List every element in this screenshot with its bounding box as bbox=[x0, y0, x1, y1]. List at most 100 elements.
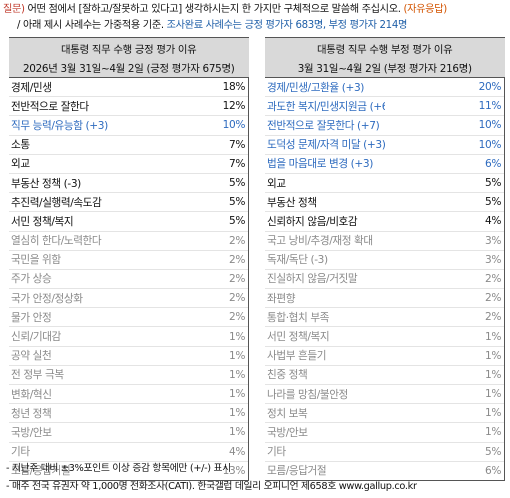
positive-row: 열심히 한다/노력한다 2% bbox=[9, 230, 249, 251]
negative-reason-label: 진실하지 않음/거짓말 bbox=[265, 268, 385, 289]
negative-reason-percent: 1% bbox=[384, 326, 505, 347]
negative-reason-percent: 6% bbox=[384, 153, 505, 174]
positive-reason-label: 기타 bbox=[9, 441, 129, 462]
positive-reason-percent: 13% bbox=[128, 460, 249, 481]
negative-reason-percent: 1% bbox=[384, 364, 505, 385]
positive-row: 변화/혁신 1% bbox=[9, 383, 249, 404]
negative-reason-percent: 3% bbox=[384, 230, 505, 251]
footnote-change: - 지난주 대비 ±3%포인트 이상 증감 항목에만 (+/-) 표시 bbox=[6, 463, 231, 474]
negative-row: 통합·협치 부족 2% bbox=[265, 307, 505, 327]
positive-row: 경제/민생 18% bbox=[9, 77, 249, 97]
negative-reason-percent: 3% bbox=[384, 249, 505, 270]
question-note: (자유응답) bbox=[400, 4, 447, 15]
negative-reason-label: 기타 bbox=[265, 441, 385, 462]
positive-row: 추진력/실행력/속도감 5% bbox=[9, 192, 249, 212]
negative-reason-percent: 5% bbox=[384, 172, 505, 193]
negative-reason-percent: 1% bbox=[384, 383, 505, 404]
positive-row: 청년 정책 1% bbox=[9, 403, 249, 423]
positive-reason-label: 국가 안정/정상화 bbox=[9, 288, 129, 308]
footnote-source: - 매주 전국 유권자 약 1,000명 전화조사(CATI). 한국갤럽 데일… bbox=[6, 481, 417, 492]
positive-reason-label: 물가 안정 bbox=[9, 307, 129, 327]
negative-reason-percent: 10% bbox=[384, 115, 505, 136]
positive-reason-percent: 1% bbox=[128, 326, 249, 347]
positive-reason-percent: 12% bbox=[128, 96, 249, 116]
positive-reason-percent: 10% bbox=[128, 115, 249, 136]
positive-reason-percent: 2% bbox=[128, 288, 249, 308]
positive-reason-label: 외교 bbox=[9, 153, 129, 174]
negative-reason-label: 외교 bbox=[265, 172, 385, 193]
positive-row: 국가 안정/정상화 2% bbox=[9, 288, 249, 308]
negative-reason-percent: 2% bbox=[384, 268, 505, 289]
positive-reason-label: 국방/안보 bbox=[9, 422, 129, 443]
positive-reason-percent: 18% bbox=[128, 77, 249, 97]
positive-row: 공약 실천 1% bbox=[9, 345, 249, 366]
question-body: 어떤 점에서 [잘하고/잘못하고 있다고] 생각하시는지 한 가지만 구체적으로… bbox=[24, 4, 401, 15]
positive-row: 주가 상승 2% bbox=[9, 268, 249, 289]
negative-table-body: 경제/민생/고환율 (+3) 20% 과도한 복지/민생지원금 (+6) 11% 전반적… bbox=[265, 77, 505, 481]
negative-row: 국방/안보 1% bbox=[265, 422, 505, 443]
negative-reason-label: 도덕성 문제/자격 미달 (+3) bbox=[265, 134, 385, 155]
negative-table-title: 대통령 직무 수행 부정 평가 이유 bbox=[265, 37, 505, 58]
negative-reason-label: 사법부 흔들기 bbox=[265, 345, 385, 366]
positive-reason-percent: 2% bbox=[128, 249, 249, 270]
sample-note-highlight: 조사완료 사례수는 긍정 평가자 683명, 부정 평가자 214명 bbox=[166, 20, 408, 31]
positive-reason-percent: 7% bbox=[128, 134, 249, 155]
negative-row: 정치 보복 1% bbox=[265, 403, 505, 423]
negative-reason-label: 좌편향 bbox=[265, 288, 385, 308]
positive-reason-label: 추진력/실행력/속도감 bbox=[9, 192, 129, 212]
negative-reason-label: 과도한 복지/민생지원금 (+6) bbox=[265, 96, 385, 116]
negative-reason-percent: 6% bbox=[384, 460, 505, 481]
positive-reason-percent: 5% bbox=[128, 211, 249, 231]
negative-reason-percent: 1% bbox=[384, 422, 505, 443]
negative-reason-percent: 11% bbox=[384, 96, 505, 116]
negative-reason-label: 서민 정책/복지 bbox=[265, 326, 385, 347]
negative-row: 진실하지 않음/거짓말 2% bbox=[265, 268, 505, 289]
positive-reason-label: 국민을 위함 bbox=[9, 249, 129, 270]
negative-reason-percent: 1% bbox=[384, 345, 505, 366]
negative-row: 경제/민생/고환율 (+3) 20% bbox=[265, 77, 505, 97]
negative-row: 전반적으로 잘못한다 (+7) 10% bbox=[265, 115, 505, 136]
negative-reason-label: 친중 정책 bbox=[265, 364, 385, 385]
sample-note: / 아래 제시 사례수는 가중적용 기준. bbox=[17, 20, 167, 31]
negative-reason-label: 부동산 정책 bbox=[265, 192, 385, 212]
positive-reason-label: 경제/민생 bbox=[11, 81, 52, 94]
negative-row: 친중 정책 1% bbox=[265, 364, 505, 385]
positive-reason-percent: 1% bbox=[128, 364, 249, 385]
negative-row: 국고 낭비/추경/재정 확대 3% bbox=[265, 230, 505, 251]
negative-table-subtitle: 3월 31일~4월 2일 (부정 평가자 216명) bbox=[265, 58, 505, 78]
positive-reason-label: 주가 상승 bbox=[9, 268, 129, 289]
positive-reason-label: 전 정부 극복 bbox=[9, 364, 129, 385]
question-text: 질문) 어떤 점에서 [잘하고/잘못하고 있다고] 생각하시는지 한 가지만 구… bbox=[3, 2, 509, 34]
positive-table-body: 경제/민생 18% 전반적으로 잘한다 12% 직무 능력/유능함 (+3) 10% 소통 7… bbox=[9, 77, 249, 481]
negative-reason-percent: 1% bbox=[384, 403, 505, 423]
negative-row: 과도한 복지/민생지원금 (+6) 11% bbox=[265, 96, 505, 116]
negative-row: 나라를 망침/불안정 1% bbox=[265, 383, 505, 404]
positive-row: 서민 정책/복지 5% bbox=[9, 211, 249, 231]
negative-reason-percent: 4% bbox=[384, 211, 505, 231]
positive-row: 신뢰/기대감 1% bbox=[9, 326, 249, 347]
positive-reason-label: 전반적으로 잘한다 bbox=[9, 96, 129, 116]
positive-row: 국방/안보 1% bbox=[9, 422, 249, 443]
negative-row: 모름/응답거절 6% bbox=[265, 460, 505, 481]
negative-reason-label: 국방/안보 bbox=[265, 422, 385, 443]
positive-reasons-table: 대통령 직무 수행 긍정 평가 이유 2026년 3월 31일~4월 2일 (긍… bbox=[9, 37, 249, 481]
negative-reason-percent: 2% bbox=[384, 307, 505, 327]
negative-reason-percent: 2% bbox=[384, 288, 505, 308]
negative-reason-label: 법을 마음대로 변경 (+3) bbox=[265, 153, 385, 174]
positive-reason-percent: 2% bbox=[128, 230, 249, 251]
positive-row: 전 정부 극복 1% bbox=[9, 364, 249, 385]
positive-reason-label: 서민 정책/복지 bbox=[9, 211, 129, 231]
negative-reason-label: 독재/독단 (-3) bbox=[265, 249, 385, 270]
positive-reason-percent: 1% bbox=[128, 422, 249, 443]
positive-row: 물가 안정 2% bbox=[9, 307, 249, 327]
positive-reason-percent: 5% bbox=[128, 172, 249, 193]
positive-reason-percent: 5% bbox=[128, 192, 249, 212]
negative-reasons-table: 대통령 직무 수행 부정 평가 이유 3월 31일~4월 2일 (부정 평가자 … bbox=[265, 37, 505, 481]
negative-row: 부동산 정책 5% bbox=[265, 192, 505, 212]
positive-table-subtitle: 2026년 3월 31일~4월 2일 (긍정 평가자 675명) bbox=[9, 58, 249, 78]
positive-reason-label: 직무 능력/유능함 (+3) bbox=[9, 115, 129, 136]
positive-reason-percent: 4% bbox=[128, 441, 249, 462]
negative-row: 서민 정책/복지 1% bbox=[265, 326, 505, 347]
positive-reason-label: 공약 실천 bbox=[9, 345, 129, 366]
negative-reason-percent: 20% bbox=[384, 77, 505, 97]
